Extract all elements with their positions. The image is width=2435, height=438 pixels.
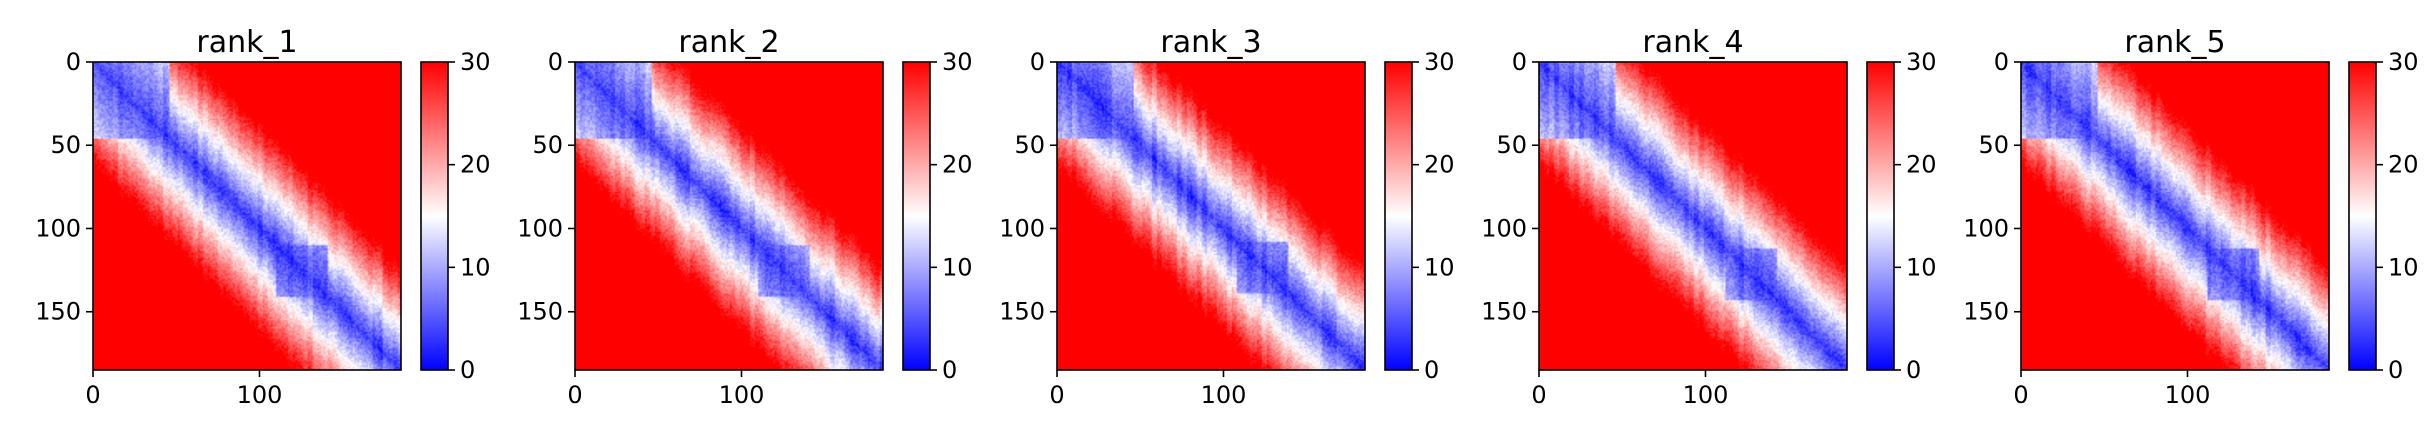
colorbar-tick-label: 0 [1906,356,1921,384]
y-tick-label: 150 [517,298,563,326]
heatmap-image [93,62,401,370]
x-tick-label: 0 [567,381,582,409]
panel-title: rank_2 [678,25,779,60]
panel-rank_3: rank_3 0 100 0 50 100 150 0 10 20 30 [999,25,1454,409]
heatmap-image [1057,62,1365,370]
y-tick-label: 0 [1994,48,2009,76]
colorbar [1385,62,1412,370]
panel-rank_1: rank_1 0 100 0 50 100 150 0 10 20 30 [35,25,490,409]
colorbar-tick-label: 30 [1906,48,1937,76]
y-tick-label: 100 [1963,214,2009,242]
x-tick-label: 100 [1683,381,1729,409]
y-tick-label: 50 [50,131,81,159]
colorbar-tick-label: 30 [1424,48,1455,76]
y-tick-label: 100 [517,214,563,242]
axes-frame [1538,61,1848,371]
panel-rank_5: rank_5 0 100 0 50 100 150 0 10 20 30 [1963,25,2418,409]
colorbar-tick-label: 20 [1424,151,1455,179]
y-tick-label: 100 [35,214,81,242]
colorbar-tick-label: 30 [2388,48,2419,76]
colorbar-frame [420,61,449,371]
panel-title: rank_1 [196,25,297,60]
axes-frame [574,61,884,371]
colorbar-tick-label: 10 [1424,253,1455,281]
axes-frame [92,61,402,371]
colorbar-tick-label: 10 [460,253,491,281]
colorbar-tick-label: 0 [1424,356,1439,384]
colorbar-tick-label: 20 [460,151,491,179]
colorbar-tick-label: 0 [942,356,957,384]
y-tick-label: 50 [1496,131,1527,159]
colorbar [903,62,930,370]
y-tick-label: 100 [999,214,1045,242]
y-tick-label: 100 [1481,214,1527,242]
x-tick-label: 100 [719,381,765,409]
axes-frame [2020,61,2330,371]
axes-frame [1056,61,1366,371]
x-tick-label: 0 [85,381,100,409]
y-tick-label: 0 [548,48,563,76]
colorbar-tick-label: 10 [942,253,973,281]
x-tick-label: 100 [237,381,283,409]
colorbar-tick-label: 20 [942,151,973,179]
colorbar-frame [1866,61,1895,371]
y-tick-label: 50 [1014,131,1045,159]
y-tick-label: 0 [1030,48,1045,76]
y-tick-label: 50 [1978,131,2009,159]
y-tick-label: 50 [532,131,563,159]
y-tick-label: 150 [1481,298,1527,326]
x-tick-label: 0 [2013,381,2028,409]
heatmap-image [1539,62,1847,370]
y-tick-label: 150 [1963,298,2009,326]
y-tick-label: 0 [66,48,81,76]
colorbar-frame [2348,61,2377,371]
colorbar-tick-label: 0 [2388,356,2403,384]
heatmap-image [575,62,883,370]
colorbar-tick-label: 10 [2388,253,2419,281]
x-tick-label: 0 [1531,381,1546,409]
colorbar-frame [1384,61,1413,371]
y-tick-label: 0 [1512,48,1527,76]
colorbar-tick-label: 0 [460,356,475,384]
x-tick-label: 0 [1049,381,1064,409]
y-tick-label: 150 [35,298,81,326]
x-tick-label: 100 [2165,381,2211,409]
panel-title: rank_3 [1160,25,1261,60]
x-tick-label: 100 [1201,381,1247,409]
panel-rank_2: rank_2 0 100 0 50 100 150 0 10 20 30 [517,25,972,409]
colorbar-tick-label: 30 [942,48,973,76]
colorbar [421,62,448,370]
panel-title: rank_4 [1642,25,1743,60]
panel-title: rank_5 [2124,25,2225,60]
panel-rank_4: rank_4 0 100 0 50 100 150 0 10 20 30 [1481,25,1936,409]
y-tick-label: 150 [999,298,1045,326]
colorbar-tick-label: 30 [460,48,491,76]
colorbar [2349,62,2376,370]
colorbar-tick-label: 10 [1906,253,1937,281]
colorbar-tick-label: 20 [1906,151,1937,179]
heatmap-image [2021,62,2329,370]
colorbar-frame [902,61,931,371]
colorbar [1867,62,1894,370]
colorbar-tick-label: 20 [2388,151,2419,179]
